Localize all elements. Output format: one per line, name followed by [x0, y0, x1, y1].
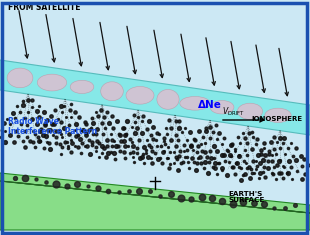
Text: IONOSPHERE: IONOSPHERE	[251, 116, 302, 122]
Ellipse shape	[157, 90, 179, 109]
Text: $V_{\mathrm{DRIFT}}$: $V_{\mathrm{DRIFT}}$	[222, 106, 245, 118]
Polygon shape	[0, 173, 310, 230]
Text: Radio Wave
Interference Pattern: Radio Wave Interference Pattern	[8, 117, 97, 136]
Ellipse shape	[237, 103, 263, 119]
Ellipse shape	[126, 86, 154, 104]
Ellipse shape	[37, 74, 67, 91]
Text: EARTH'S
SURFACE: EARTH'S SURFACE	[228, 191, 264, 204]
Text: FROM SATELLITE: FROM SATELLITE	[8, 3, 81, 12]
Ellipse shape	[7, 68, 33, 88]
Ellipse shape	[180, 96, 210, 110]
Ellipse shape	[210, 101, 234, 114]
Text: ΔNe: ΔNe	[198, 101, 222, 110]
Ellipse shape	[70, 80, 94, 94]
Ellipse shape	[265, 108, 291, 122]
Polygon shape	[0, 60, 310, 135]
Ellipse shape	[101, 82, 123, 101]
